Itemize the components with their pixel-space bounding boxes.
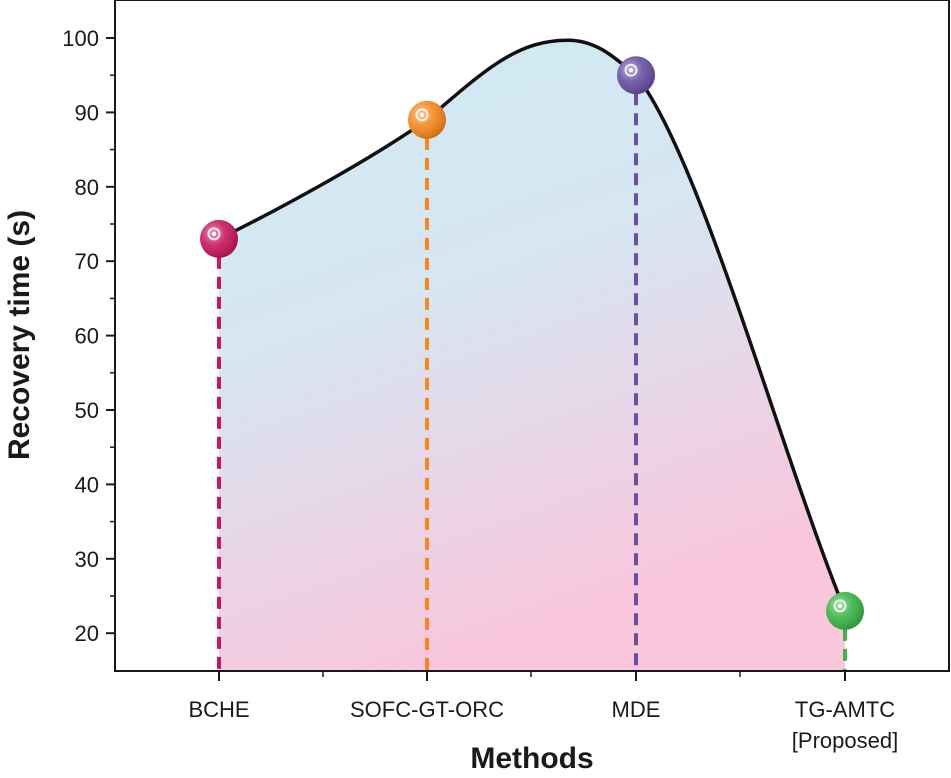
- y-tick-label: 80: [75, 175, 99, 200]
- x-tick-label: TG-AMTC [Proposed]: [792, 697, 898, 753]
- y-tick-label: 30: [75, 547, 99, 572]
- series-line: [218, 38, 847, 612]
- y-tick-label: 70: [75, 249, 99, 274]
- x-tick-label: SOFC-GT-ORC: [350, 697, 504, 722]
- y-tick-label: 90: [75, 100, 99, 125]
- x-axis-title: Methods: [470, 742, 593, 775]
- y-axis-title: Recovery time (s): [3, 210, 36, 460]
- data-point-2: [408, 100, 446, 139]
- plot-area: [217, 38, 847, 671]
- data-point-4: [826, 591, 864, 630]
- data-point-1: [200, 219, 238, 258]
- area-fill: [219, 40, 845, 671]
- y-tick-label: 50: [75, 398, 99, 423]
- x-tick-label: BCHE: [188, 697, 249, 722]
- data-point-3: [617, 56, 655, 95]
- x-axis: BCHE SOFC-GT-ORC MDE TG-AMTC [Proposed]: [188, 671, 898, 753]
- y-tick-label: 100: [62, 26, 99, 51]
- y-tick-label: 60: [75, 324, 99, 349]
- y-tick-label: 40: [75, 472, 99, 497]
- y-tick-label: 20: [75, 621, 99, 646]
- x-tick-label: MDE: [612, 697, 661, 722]
- marker-layer: [200, 56, 864, 630]
- y-axis: 20 30 40 50 60 70 80 90 100: [62, 26, 115, 646]
